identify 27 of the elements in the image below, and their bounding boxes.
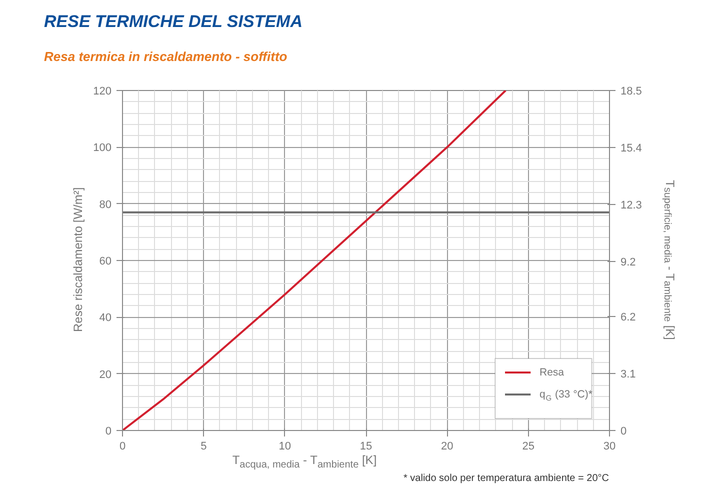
y2-tick-label: 0 — [620, 426, 627, 438]
chart-title: RESE TERMICHE DEL SISTEMA — [44, 11, 302, 33]
y2-tick-label: 9.2 — [620, 256, 636, 268]
y-tick-label: 20 — [99, 368, 112, 381]
y-tick-label: 120 — [93, 86, 112, 98]
x-tick-label: 20 — [441, 440, 454, 452]
y2-tick-label: 12.3 — [620, 199, 642, 212]
y-axis-title: Rese riscaldamento [W/m²] — [70, 188, 86, 332]
y-tick-label: 60 — [99, 256, 112, 268]
x-tick-label: 15 — [360, 440, 372, 452]
y2-tick-label: 15.4 — [620, 142, 642, 154]
legend-label: Resa — [540, 366, 564, 378]
x-axis-title: T$_{acqua, media}$ - T$_{ambiente}$ [K] — [232, 452, 377, 472]
y-tick-label: 40 — [99, 312, 112, 324]
y2-tick-label: 6.2 — [620, 312, 636, 324]
y2-tick-label: 3.1 — [620, 368, 636, 381]
y2-tick-label: 18.5 — [620, 86, 642, 98]
x-tick-label: 0 — [119, 440, 126, 452]
x-tick-label: 25 — [522, 440, 534, 452]
y-tick-label: 80 — [99, 198, 112, 211]
y-tick-label: 0 — [105, 426, 112, 438]
x-tick-label: 10 — [278, 440, 291, 452]
x-tick-label: 30 — [603, 440, 616, 452]
text: * valido solo per temperatura ambiente = 20°C — [403, 472, 609, 486]
x-tick-label: 5 — [200, 440, 207, 452]
y-tick-label: 100 — [93, 142, 112, 154]
chart-subtitle: Resa termica in riscaldamento - soffitto — [44, 48, 288, 66]
